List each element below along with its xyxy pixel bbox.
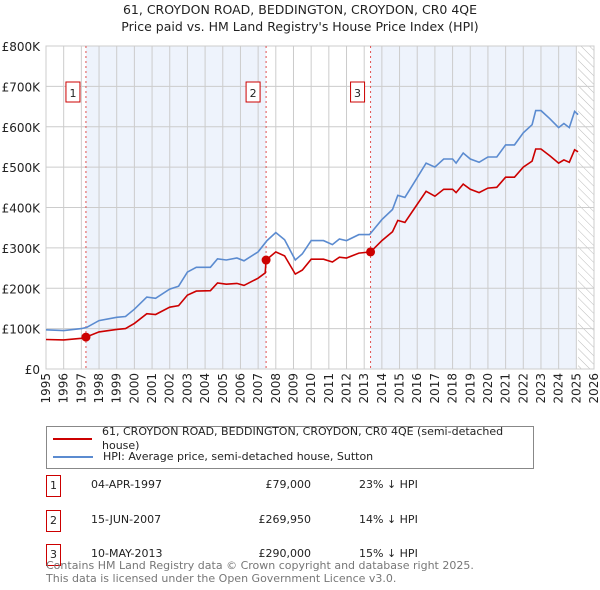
x-tick-label: 2013 — [357, 373, 371, 404]
series-line — [45, 148, 579, 341]
x-tick-label: 1998 — [92, 373, 106, 404]
y-tick-label: £300K — [2, 242, 42, 256]
date: 04-APR-1997 — [91, 478, 163, 491]
sale-label-box — [65, 81, 81, 103]
sale-label-box — [350, 81, 366, 103]
series-line — [45, 109, 579, 332]
legend-swatch-red — [53, 438, 92, 440]
x-tick-label: 2003 — [180, 373, 194, 404]
transaction-row: 1 04-APR-1997 £79,000 23% ↓ HPI — [46, 475, 446, 497]
x-tick-label: 2011 — [322, 373, 336, 404]
x-tick-label: 2026 — [587, 373, 600, 404]
legend-swatch-blue — [53, 456, 93, 458]
x-tick-label: 2004 — [198, 373, 212, 404]
price: £269,950 — [258, 513, 312, 526]
marker-badge: 1 — [46, 475, 61, 497]
marker-badge: 2 — [46, 510, 61, 532]
y-tick-label: £600K — [2, 121, 42, 135]
y-tick-label: £400K — [2, 202, 42, 216]
chart: 1995 1996 1997 1998 1999 2000 2001 2002 2003 2004… — [2, 40, 600, 404]
sale-point — [261, 255, 271, 265]
footer-line: Contains HM Land Registry data © Crown c… — [46, 559, 474, 572]
x-tick-label: 2022 — [516, 373, 530, 404]
date: 15-JUN-2007 — [91, 513, 162, 526]
x-tick-label: 2010 — [304, 373, 318, 404]
chart-title: 61, CROYDON ROAD, BEDDINGTON, CROYDON, C… — [122, 2, 478, 17]
transaction-row: 3 10-MAY-2013 £290,000 15% ↓ HPI — [46, 544, 446, 566]
date: 10-MAY-2013 — [91, 547, 163, 560]
x-tick-label: 1999 — [110, 373, 124, 404]
marker-badge: 3 — [46, 544, 61, 566]
sale-label: 3 — [354, 87, 361, 100]
hpi-diff: 14% ↓ HPI — [359, 513, 418, 526]
x-tick-label: 2002 — [163, 373, 177, 404]
hpi-diff: 23% ↓ HPI — [359, 478, 418, 491]
x-tick-label: 2007 — [251, 373, 265, 404]
transaction-row: 2 15-JUN-2007 £269,950 14% ↓ HPI — [46, 510, 446, 532]
sale-label: 2 — [250, 87, 257, 100]
legend-item-property: 61, CROYDON ROAD, BEDDINGTON, CROYDON, C… — [53, 425, 533, 452]
x-tick-label: 2005 — [216, 373, 230, 404]
x-tick-label: 2018 — [446, 373, 460, 404]
x-tick-label: 2009 — [286, 373, 300, 404]
sale-point — [366, 247, 376, 257]
chart-subtitle: Price paid vs. HM Land Registry's House … — [121, 19, 479, 34]
y-tick-label: £100K — [2, 323, 42, 337]
x-tick-label: 2023 — [534, 373, 548, 404]
x-tick-label: 2019 — [463, 373, 477, 404]
x-tick-label: 1997 — [74, 373, 88, 404]
y-tick-label: £800K — [2, 40, 42, 54]
legend: 61, CROYDON ROAD, BEDDINGTON, CROYDON, C… — [46, 425, 534, 469]
hpi-diff: 15% ↓ HPI — [359, 547, 418, 560]
x-tick-label: 2000 — [127, 373, 141, 404]
x-tick-label: 2017 — [428, 373, 442, 404]
x-tick-label: 2008 — [269, 373, 283, 404]
sale-label-box — [245, 81, 261, 103]
x-tick-label: 2024 — [552, 373, 566, 404]
x-tick-label: 2012 — [340, 373, 354, 404]
x-tick-label: 2021 — [499, 373, 513, 404]
sale-point — [81, 332, 91, 342]
x-tick-label: 2015 — [393, 373, 407, 404]
x-tick-label: 1995 — [39, 373, 53, 404]
x-tick-label: 1996 — [57, 373, 71, 404]
legend-label: HPI: Average price, semi-detached house,… — [103, 450, 374, 463]
y-tick-label: £0 — [25, 363, 40, 377]
plot-border — [45, 45, 595, 370]
legend-item-hpi: HPI: Average price, semi-detached house,… — [53, 449, 373, 465]
footer-line: This data is licensed under the Open Gov… — [46, 572, 397, 585]
x-tick-label: 2020 — [481, 373, 495, 404]
x-tick-label: 2014 — [375, 373, 389, 404]
x-tick-label: 2006 — [233, 373, 247, 404]
y-tick-label: £200K — [2, 282, 42, 296]
y-tick-label: £500K — [2, 161, 42, 175]
x-tick-label: 2025 — [569, 373, 583, 404]
y-tick-label: £700K — [2, 80, 42, 94]
legend-label: 61, CROYDON ROAD, BEDDINGTON, CROYDON, C… — [102, 425, 504, 452]
x-tick-label: 2001 — [145, 373, 159, 404]
price: £79,000 — [265, 478, 312, 491]
x-tick-label: 2016 — [410, 373, 424, 404]
price: £290,000 — [258, 547, 312, 560]
sale-label: 1 — [69, 87, 76, 100]
